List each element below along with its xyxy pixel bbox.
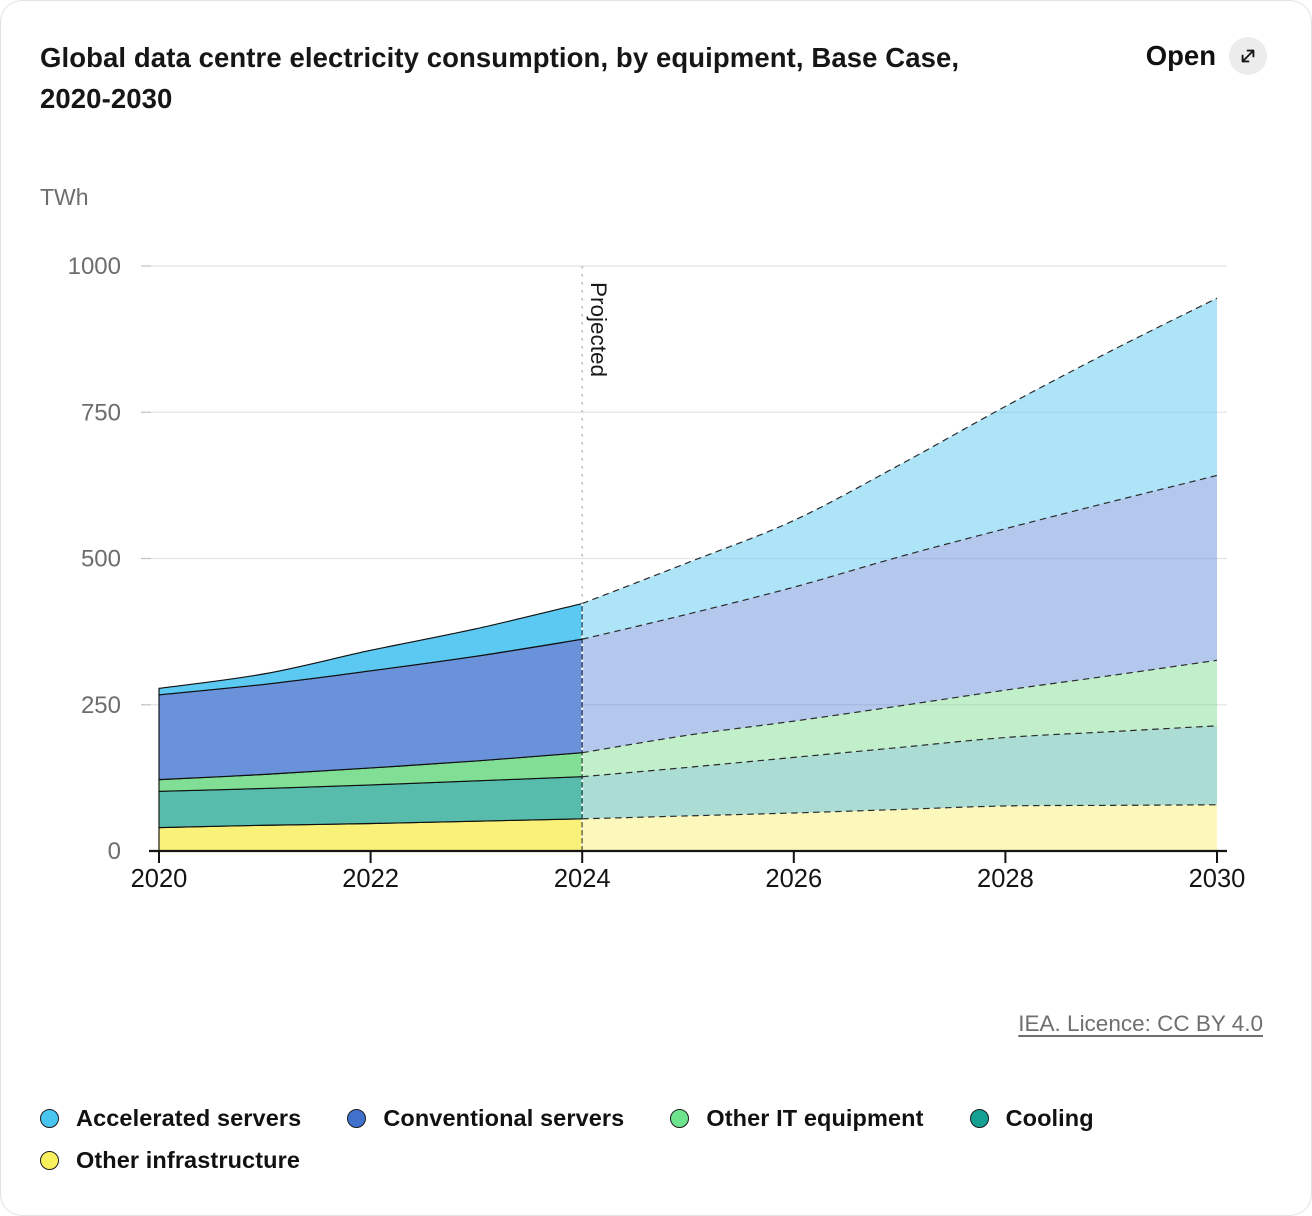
svg-text:2030: 2030 [1189, 865, 1246, 893]
open-button-label: Open [1145, 40, 1216, 71]
legend-item-other-it-equipment[interactable]: Other IT equipment [670, 1105, 923, 1132]
iea-licence-link[interactable]: IEA. Licence: CC BY 4.0 [1018, 1011, 1263, 1036]
legend-swatch-icon [969, 1109, 989, 1128]
y-axis-labels: 0 250 500 750 1000 [68, 253, 121, 865]
area-projected-accelerated-servers [582, 298, 1217, 640]
svg-text:2022: 2022 [342, 865, 399, 893]
legend-label: Cooling [1005, 1105, 1094, 1131]
legend-swatch-icon [347, 1109, 367, 1128]
legend-label: Other infrastructure [76, 1147, 300, 1173]
area-projected-cooling [582, 725, 1217, 819]
x-axis: 2020 2022 2024 2026 2028 2030 [131, 849, 1246, 893]
chart-legend: Accelerated servers Conventional servers O… [40, 1105, 1220, 1174]
projected-label: Projected [586, 282, 611, 377]
svg-text:250: 250 [81, 692, 121, 719]
svg-text:2028: 2028 [977, 865, 1034, 893]
area-projected-conventional-servers [582, 475, 1217, 753]
svg-text:1000: 1000 [68, 253, 121, 280]
svg-text:2024: 2024 [554, 865, 611, 893]
historical-area-bands [158, 602, 583, 852]
legend-label: Accelerated servers [76, 1105, 302, 1131]
open-button[interactable]: Open [1146, 37, 1267, 75]
legend-swatch-icon [40, 1109, 59, 1128]
chart-title: Global data centre electricity consumpti… [40, 42, 960, 115]
legend-item-cooling[interactable]: Cooling [969, 1105, 1094, 1132]
legend-item-other-infrastructure[interactable]: Other infrastructure [40, 1147, 300, 1174]
legend-item-accelerated-servers[interactable]: Accelerated servers [40, 1105, 301, 1132]
svg-text:2020: 2020 [131, 865, 188, 893]
svg-text:2026: 2026 [765, 865, 822, 893]
legend-swatch-icon [670, 1109, 690, 1128]
expand-icon [1229, 37, 1267, 75]
area-projected-other-it-equipment [582, 660, 1217, 777]
area-projected-other-infrastructure [582, 804, 1217, 851]
legend-item-conventional-servers[interactable]: Conventional servers [347, 1105, 624, 1132]
svg-text:0: 0 [108, 838, 121, 865]
legend-swatch-icon [40, 1151, 59, 1170]
legend-label: Conventional servers [383, 1105, 625, 1131]
projected-dashed-boundaries [581, 297, 1218, 820]
svg-text:750: 750 [81, 399, 121, 426]
projected-area-bands [582, 298, 1217, 851]
y-axis-unit-label: TWh [40, 184, 89, 210]
legend-label: Other IT equipment [706, 1105, 924, 1131]
svg-text:500: 500 [81, 546, 121, 573]
